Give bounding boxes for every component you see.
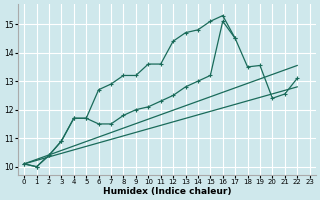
X-axis label: Humidex (Indice chaleur): Humidex (Indice chaleur) <box>103 187 231 196</box>
